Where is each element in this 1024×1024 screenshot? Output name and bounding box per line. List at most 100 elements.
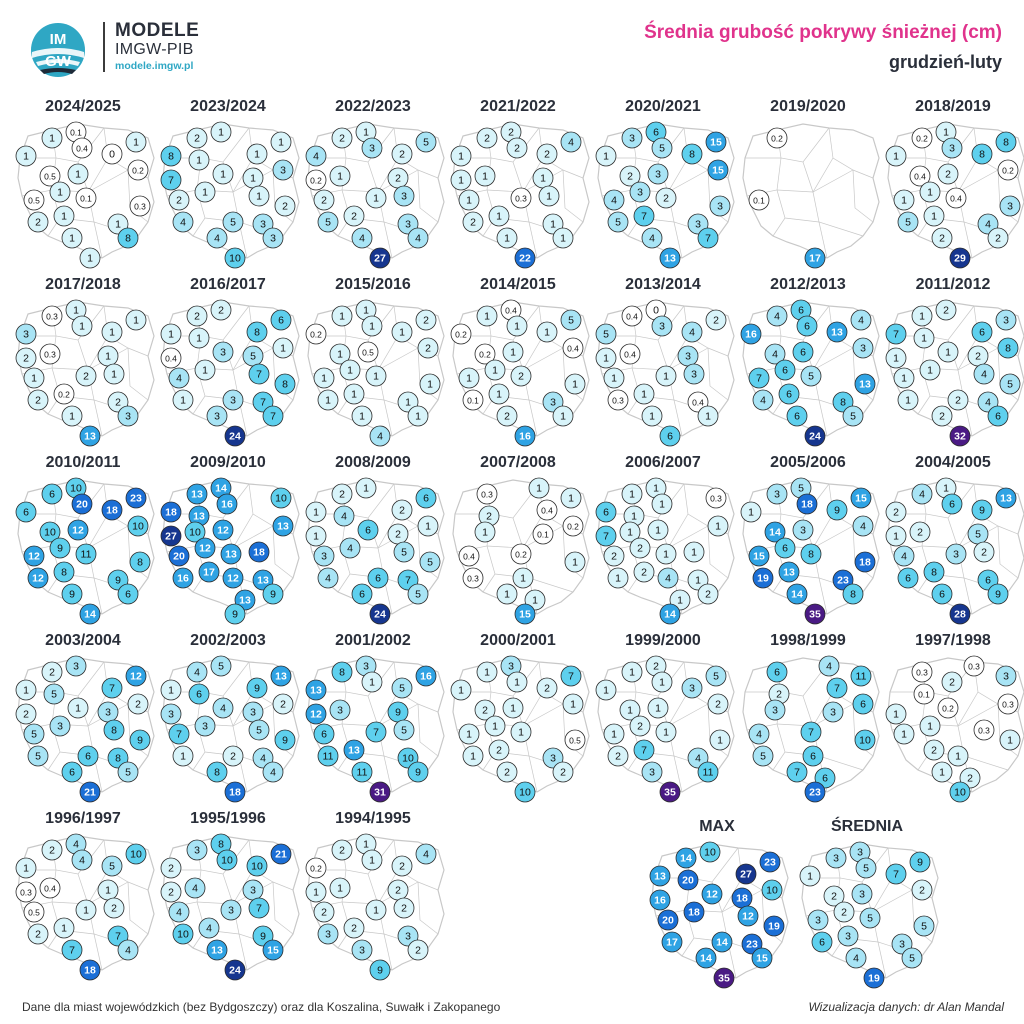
station-circle <box>391 855 413 877</box>
station-value: 16 <box>221 499 233 511</box>
station-circle <box>807 909 829 931</box>
station-circle <box>361 671 383 693</box>
svg-text:IM: IM <box>50 31 67 48</box>
station-circle <box>224 781 246 803</box>
season-panel-2012-2013: 2012/2013 4 6 4 16 6 13 3 4 6 7 6 5 13 4 6 8 6 5 24 <box>733 276 883 456</box>
station-value: 1 <box>927 187 933 199</box>
station-circle <box>774 359 796 381</box>
station-marker: 1 <box>172 389 194 411</box>
station-circle <box>786 583 808 605</box>
station-marker: 4 <box>748 723 770 745</box>
station-marker: 0.1 <box>532 523 554 545</box>
station-circle <box>823 885 845 907</box>
station-circle <box>850 487 872 509</box>
station-circle <box>595 347 617 369</box>
station-marker: 2 <box>496 405 518 427</box>
station-marker: 1 <box>329 877 351 899</box>
station-circle <box>659 247 681 269</box>
brand-url[interactable]: modele.imgw.pl <box>115 60 194 72</box>
station-value: 13 <box>257 575 269 587</box>
season-label: 2016/2017 <box>190 276 266 293</box>
station-marker: 3 <box>355 655 377 677</box>
station-value: 21 <box>275 849 287 861</box>
station-value: 3 <box>73 661 79 673</box>
region-border <box>272 881 294 935</box>
station-circle <box>61 583 83 605</box>
station-value: 8 <box>282 379 288 391</box>
station-marker: 2 <box>909 521 931 543</box>
station-value: 20 <box>682 875 694 887</box>
season-panel-2010-2011: 2010/2011 6 10 23 6 20 18 10 10 12 12 9 11 8 12 8 9 9 6 14 <box>8 454 158 634</box>
station-value: 1 <box>69 411 75 423</box>
season-label: 1997/1998 <box>915 632 991 649</box>
station-value: 1 <box>931 211 937 223</box>
station-marker: 0.2 <box>997 159 1019 181</box>
station-circle <box>607 211 629 233</box>
season-panel-1994-1995: 1994/1995 2 1 4 0.2 1 2 1 1 2 2 1 2 3 2 3 3 2 9 <box>298 810 448 990</box>
station-marker: 1 <box>603 723 625 745</box>
station-circle <box>774 537 796 559</box>
season-label: 2019/2020 <box>770 98 846 115</box>
station-circle <box>117 227 139 249</box>
season-panel-2011-2012: 2011/2012 1 2 3 7 1 6 8 1 1 2 1 1 4 5 1 2 4 2 6 32 <box>878 276 1024 456</box>
station-marker: 29 <box>949 247 971 269</box>
region-border <box>103 839 149 891</box>
station-value: 1 <box>893 709 899 721</box>
station-value: 5 <box>568 315 574 327</box>
season-label: 2008/2009 <box>335 454 411 471</box>
station-marker: 24 <box>224 959 246 981</box>
station-marker: 20 <box>168 545 190 567</box>
station-marker: 1 <box>125 131 147 153</box>
station-marker: 1 <box>212 163 234 185</box>
region-border <box>963 577 973 615</box>
station-circle <box>407 583 429 605</box>
station-circle <box>53 561 75 583</box>
station-value: 11 <box>856 671 867 683</box>
station-value: 13 <box>239 595 251 607</box>
station-circle <box>506 137 528 159</box>
station-marker: 1 <box>885 145 907 167</box>
station-marker: 0.4 <box>71 137 93 159</box>
station-circle <box>220 543 242 565</box>
station-circle <box>595 323 617 345</box>
station-marker: 1 <box>512 567 534 589</box>
station-marker: 2 <box>391 143 413 165</box>
station-circle <box>369 781 391 803</box>
station-marker: 3 <box>272 159 294 181</box>
station-circle <box>210 655 232 677</box>
station-value: 1 <box>482 527 488 539</box>
station-value: 4 <box>858 315 864 327</box>
station-marker: 2 <box>160 857 182 879</box>
station-marker: 15 <box>748 545 770 567</box>
station-value: 1 <box>351 389 357 401</box>
station-circle <box>351 405 373 427</box>
station-circle <box>911 127 933 149</box>
station-circle <box>160 857 182 879</box>
station-marker: 8 <box>117 227 139 249</box>
station-value: 4 <box>568 137 574 149</box>
station-marker: 1 <box>707 515 729 537</box>
station-marker: 1 <box>15 857 37 879</box>
station-value: 0.3 <box>710 494 722 504</box>
station-circle <box>313 901 335 923</box>
station-circle <box>647 697 669 719</box>
station-value: 5 <box>51 689 57 701</box>
station-value: 6 <box>810 751 816 763</box>
station-value: 1 <box>466 729 472 741</box>
station-marker: 6 <box>41 483 63 505</box>
station-circle <box>125 309 147 331</box>
station-value: 9 <box>415 767 421 779</box>
station-circle <box>681 143 703 165</box>
station-circle <box>248 185 270 207</box>
station-circle <box>997 693 1019 715</box>
station-circle <box>919 359 941 381</box>
station-value: 3 <box>250 885 256 897</box>
station-value: 21 <box>84 787 96 799</box>
station-value: 7 <box>834 683 840 695</box>
station-value: 15 <box>519 609 531 621</box>
station-circle <box>419 551 441 573</box>
station-circle <box>212 163 234 185</box>
station-circle <box>361 137 383 159</box>
